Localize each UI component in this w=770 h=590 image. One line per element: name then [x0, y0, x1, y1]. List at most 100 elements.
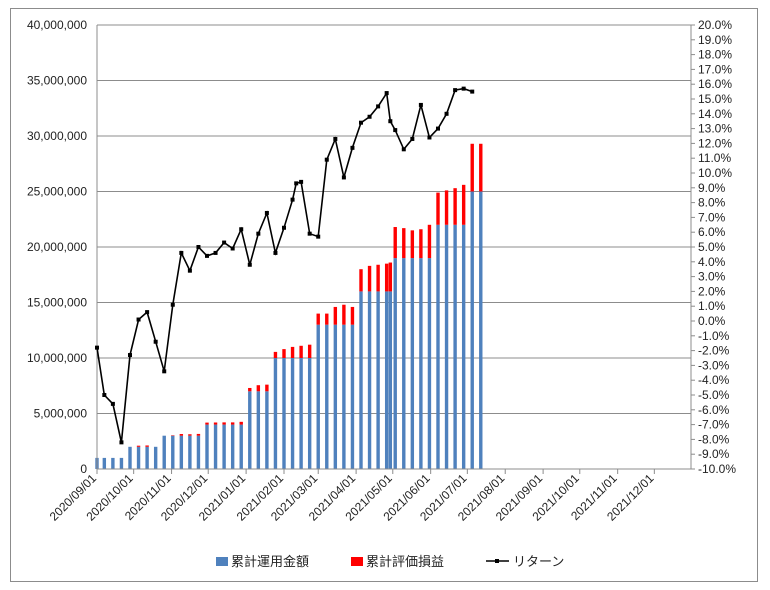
bar-invested	[171, 435, 175, 469]
left-axis-ticks: 0 5,000,000 10,000,000 15,000,000 20,000,000…	[27, 18, 87, 476]
return-point	[436, 126, 440, 131]
return-point	[333, 136, 338, 141]
return-point	[110, 401, 115, 406]
bar-invested	[282, 358, 286, 469]
return-point	[410, 136, 415, 141]
chart-frame: 0 5,000,000 10,000,000 15,000,000 20,000,000…	[10, 8, 758, 582]
return-point	[136, 317, 141, 322]
return-point	[205, 253, 209, 258]
left-tick-label: 15,000,000	[27, 296, 87, 310]
legend-label-gain: 累計評価損益	[366, 554, 444, 569]
bar-gain	[248, 387, 252, 392]
bar-invested	[179, 435, 184, 469]
bar-invested	[205, 424, 209, 469]
bar-gain	[136, 445, 141, 447]
bar-gain	[359, 269, 363, 292]
bar-invested	[350, 324, 355, 469]
left-tick-label: 40,000,000	[27, 18, 87, 32]
bar-gain	[444, 190, 449, 225]
return-point	[162, 369, 167, 374]
return-point	[102, 393, 107, 397]
bar-gain	[256, 385, 261, 392]
return-point	[187, 268, 192, 273]
right-tick-label: 17.0%	[698, 62, 732, 76]
return-point	[401, 147, 406, 152]
bar-gain	[299, 345, 303, 358]
bar-gain	[273, 351, 278, 358]
legend: 累計運用金額 累計評価損益 リターン	[216, 554, 564, 569]
return-point	[290, 197, 295, 202]
bar-invested	[419, 258, 423, 469]
legend-swatch-invested	[216, 557, 228, 566]
return-point	[461, 86, 466, 91]
bar-invested	[342, 324, 346, 469]
bar-gain	[333, 306, 338, 325]
bar-invested	[436, 224, 440, 469]
bar-gain	[402, 228, 406, 259]
right-tick-label: 12.0%	[698, 136, 732, 150]
bar-invested	[128, 446, 132, 469]
bar-gain	[290, 346, 295, 358]
right-tick-label: -2.0%	[698, 344, 730, 358]
right-tick-label: -10.0%	[698, 462, 736, 476]
bar-invested	[188, 435, 192, 469]
bar-invested	[248, 391, 252, 469]
right-tick-label: -4.0%	[698, 373, 730, 387]
right-tick-label: -9.0%	[698, 447, 730, 461]
return-point	[256, 231, 261, 236]
return-point	[393, 128, 398, 133]
bar-gain	[239, 421, 243, 425]
legend-label-invested: 累計運用金額	[231, 554, 309, 569]
bar-gain	[265, 384, 269, 392]
bar-invested	[136, 446, 141, 469]
return-point	[316, 234, 321, 239]
right-tick-label: 15.0%	[698, 92, 732, 106]
bar-invested	[307, 358, 312, 469]
axes	[96, 25, 692, 470]
bar-gain	[427, 224, 432, 259]
bar-invested	[299, 358, 303, 469]
right-tick-label: 18.0%	[698, 48, 732, 62]
return-point	[273, 250, 278, 255]
bar-gain	[316, 313, 320, 325]
return-point	[170, 302, 175, 307]
bar-invested	[427, 258, 432, 469]
return-point	[153, 339, 158, 344]
return-point	[388, 119, 393, 124]
left-tick-label: 25,000,000	[27, 185, 87, 199]
bar-gain	[282, 349, 286, 358]
right-tick-label: 1.0%	[698, 299, 726, 313]
right-tick-label: 13.0%	[698, 122, 732, 136]
bar-invested	[153, 446, 158, 469]
return-point	[444, 111, 449, 116]
return-line-series	[95, 86, 475, 445]
bar-gain	[461, 184, 466, 225]
bar-gain	[196, 433, 201, 436]
bar-gain	[453, 188, 457, 225]
return-point	[350, 145, 355, 150]
return-point	[95, 345, 99, 350]
return-point	[145, 310, 150, 315]
bar-gain	[376, 264, 380, 292]
return-point	[294, 181, 299, 186]
bar-invested	[393, 258, 397, 469]
bar-invested	[402, 258, 406, 469]
x-axis-ticks: 2020/09/012020/10/012020/11/012020/12/01…	[47, 469, 657, 524]
bar-gain	[188, 434, 192, 436]
bar-invested	[470, 191, 474, 469]
bar-gain	[230, 422, 235, 425]
return-point	[213, 250, 218, 255]
return-point	[470, 89, 475, 94]
right-tick-label: 5.0%	[698, 240, 726, 254]
bar-invested	[444, 224, 449, 469]
bar-invested	[230, 424, 235, 469]
bar-gain	[470, 143, 474, 192]
right-tick-label: -6.0%	[698, 403, 730, 417]
left-tick-label: 0	[80, 462, 87, 476]
return-point	[239, 227, 244, 232]
bar-gain	[222, 422, 226, 425]
bar-gain	[388, 262, 393, 292]
right-tick-label: -8.0%	[698, 432, 730, 446]
bar-invested	[162, 435, 166, 469]
legend-label-return: リターン	[513, 554, 564, 569]
